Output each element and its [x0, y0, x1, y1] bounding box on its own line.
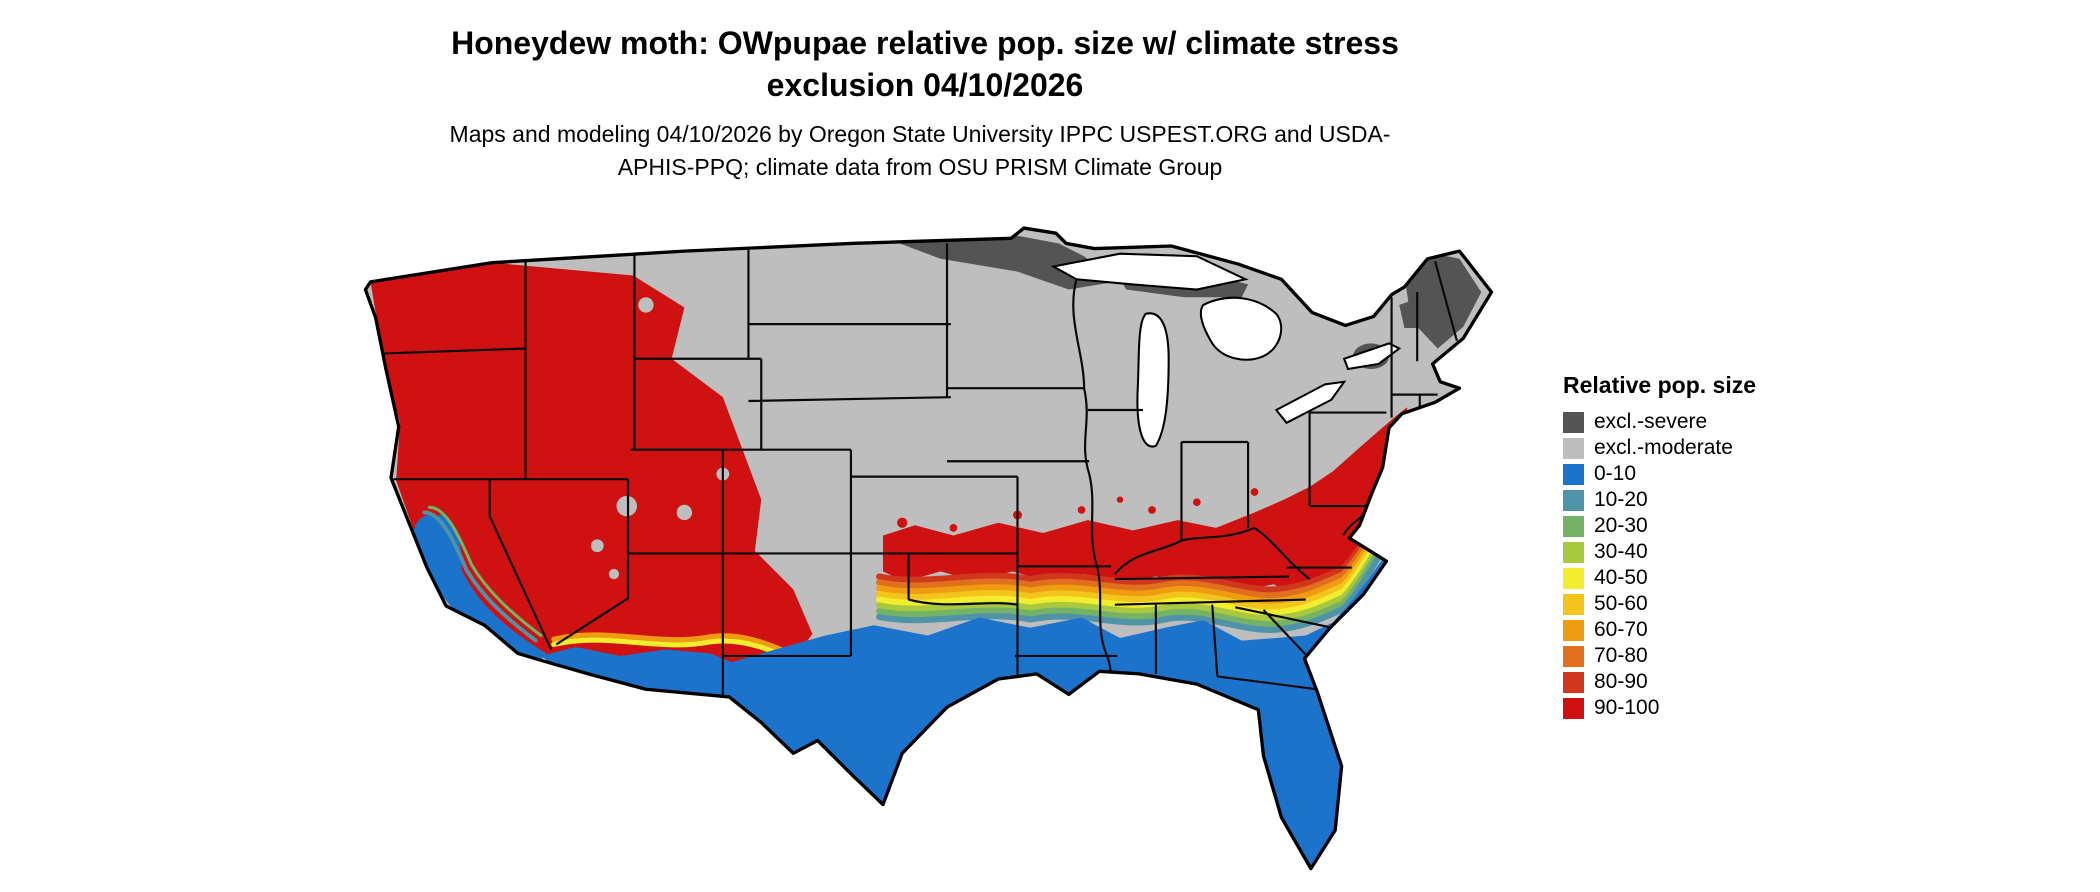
map-title: Honeydew moth: OWpupae relative pop. siz…	[451, 25, 1399, 104]
legend-color-swatch	[1563, 567, 1584, 589]
us-map-svg	[363, 226, 1494, 871]
legend-label: excl.-moderate	[1594, 436, 1733, 459]
legend-row: excl.-severe	[1563, 409, 1843, 435]
map-color-zones	[365, 228, 1492, 869]
california-fringe	[422, 505, 543, 643]
legend-label: excl.-severe	[1594, 410, 1708, 433]
legend-color-swatch	[1563, 463, 1584, 485]
legend-row: 40-50	[1563, 565, 1843, 591]
lake-michigan	[1136, 312, 1170, 448]
transition-bands	[876, 499, 1390, 633]
zone-0-10-southwest	[540, 646, 851, 712]
legend-label: 40-50	[1594, 566, 1648, 589]
legend-label: 30-40	[1594, 540, 1648, 563]
state-borders	[379, 243, 1458, 708]
zone-90-100-west	[370, 262, 813, 692]
legend-color-swatch	[1563, 411, 1584, 433]
legend-label: 70-80	[1594, 644, 1648, 667]
map-subtitle: Maps and modeling 04/10/2026 by Oregon S…	[449, 121, 1391, 181]
map-legend: Relative pop. size excl.-severe excl.-mo…	[1563, 372, 1843, 721]
us-choropleth-map	[300, 205, 1530, 884]
legend-label: 90-100	[1594, 696, 1660, 719]
legend-row: 10-20	[1563, 487, 1843, 513]
legend-row: 90-100	[1563, 695, 1843, 721]
legend-color-swatch	[1563, 437, 1584, 459]
legend-row: excl.-moderate	[1563, 435, 1843, 461]
legend-color-swatch	[1563, 515, 1584, 537]
west-gray-patches	[590, 297, 730, 580]
legend-rows: excl.-severe excl.-moderate 0-10 10-20 2…	[1563, 409, 1843, 721]
legend-color-swatch	[1563, 541, 1584, 563]
legend-row: 50-60	[1563, 591, 1843, 617]
legend-color-swatch	[1563, 619, 1584, 641]
legend-label: 10-20	[1594, 488, 1648, 511]
legend-color-swatch	[1563, 645, 1584, 667]
legend-row: 0-10	[1563, 461, 1843, 487]
legend-color-swatch	[1563, 671, 1584, 693]
legend-label: 50-60	[1594, 592, 1648, 615]
legend-row: 30-40	[1563, 539, 1843, 565]
legend-color-swatch	[1563, 593, 1584, 615]
legend-title: Relative pop. size	[1563, 372, 1757, 398]
legend-color-swatch	[1563, 489, 1584, 511]
us-outline	[363, 226, 1494, 871]
lake-ontario	[1342, 342, 1402, 371]
legend-label: 80-90	[1594, 670, 1648, 693]
legend-label: 60-70	[1594, 618, 1648, 641]
lake-huron	[1199, 296, 1283, 361]
legend-color-swatch	[1563, 697, 1584, 719]
legend-label: 0-10	[1594, 462, 1637, 485]
lake-superior	[1050, 252, 1249, 291]
legend-row: 20-30	[1563, 513, 1843, 539]
legend-row: 80-90	[1563, 669, 1843, 695]
legend-row: 60-70	[1563, 617, 1843, 643]
legend-row: 70-80	[1563, 643, 1843, 669]
great-lakes	[1050, 252, 1402, 448]
lake-erie	[1274, 380, 1347, 425]
legend-label: 20-30	[1594, 514, 1648, 537]
